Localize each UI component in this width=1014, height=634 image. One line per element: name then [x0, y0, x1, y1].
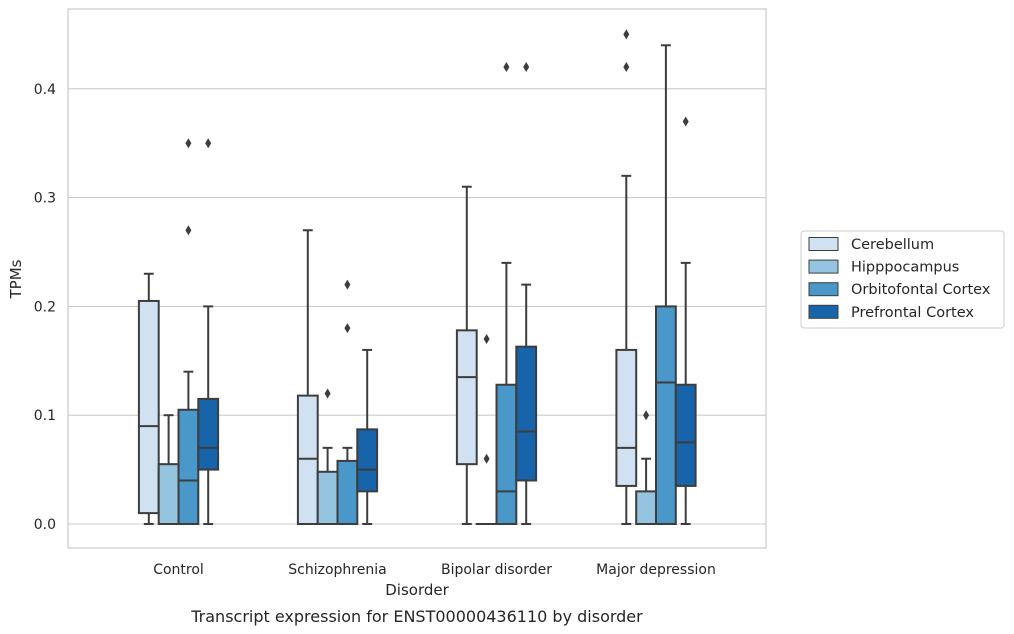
outlier-point	[344, 323, 351, 334]
legend-swatch	[808, 282, 839, 297]
y-tick-label: 0.1	[34, 408, 56, 424]
box-body	[635, 490, 658, 525]
box-cerebellum	[296, 229, 319, 525]
box-body	[356, 428, 379, 493]
y-tick-label: 0.3	[34, 191, 56, 207]
box-body	[495, 383, 518, 525]
box-hipppocampus	[475, 334, 498, 526]
box-orbitofontal-cortex	[495, 62, 518, 525]
x-axis-title: Disorder	[385, 581, 449, 599]
legend-label: Cerebellum	[851, 237, 934, 253]
x-tick-label: Bipolar disorder	[441, 562, 552, 578]
box-body	[455, 329, 478, 466]
outlier-point	[205, 138, 212, 149]
legend-frame	[800, 230, 1005, 329]
outlier-point	[324, 388, 331, 399]
outlier-point	[623, 62, 630, 73]
y-tick-label: 0.2	[34, 299, 56, 315]
legend-swatch	[808, 237, 839, 251]
legend-label: Prefrontal Cortex	[851, 305, 974, 321]
x-tick-labels: Control Schizophrenia Bipolar disorder Majo…	[153, 562, 716, 578]
legend-swatch	[808, 304, 839, 319]
outlier-point	[344, 279, 351, 290]
y-tick-label: 0.0	[34, 517, 56, 533]
box-body	[197, 397, 220, 471]
chart-caption: Transcript expression for ENST0000043611…	[190, 607, 643, 626]
outlier-point	[523, 62, 530, 73]
box-prefrontal-cortex	[356, 348, 379, 525]
box-prefrontal-cortex	[197, 138, 220, 525]
y-tick-label: 0.4	[34, 82, 56, 98]
box-body	[316, 470, 339, 525]
box-body	[615, 348, 638, 487]
legend: Cerebellum Hipppocampus Orbitofontal Corte…	[800, 230, 1005, 329]
boxes	[137, 29, 697, 526]
outlier-point	[503, 62, 510, 73]
box-body	[296, 394, 319, 525]
box-orbitofontal-cortex	[655, 44, 677, 525]
outlier-point	[185, 225, 192, 236]
x-tick-label: Control	[153, 562, 204, 578]
box-orbitofontal-cortex	[177, 138, 200, 526]
plot-area-frame	[67, 8, 767, 549]
box-body	[515, 345, 538, 482]
box-orbitofontal-cortex	[336, 279, 359, 525]
box-body	[674, 383, 697, 487]
outlier-point	[483, 334, 490, 345]
x-tick-label: Major depression	[596, 562, 716, 578]
box-cerebellum	[455, 185, 478, 525]
legend-swatch	[808, 259, 839, 274]
box-cerebellum	[615, 29, 638, 525]
outlier-point	[623, 29, 630, 40]
y-axis-title: TPMs	[7, 259, 25, 299]
box-body	[177, 408, 200, 526]
outlier-point	[682, 116, 689, 127]
legend-label: Hipppocampus	[851, 260, 959, 276]
outlier-point	[185, 138, 192, 149]
outlier-point	[483, 453, 490, 464]
x-tick-label: Schizophrenia	[288, 562, 386, 578]
y-tick-labels: 0.0 0.1 0.2 0.3 0.4	[34, 82, 56, 533]
box-body	[336, 459, 359, 525]
box-hipppocampus	[316, 388, 339, 525]
box-cerebellum	[137, 272, 160, 525]
legend-label: Orbitofontal Cortex	[851, 282, 991, 298]
box-body	[157, 463, 180, 526]
box-body	[655, 305, 677, 525]
box-body	[137, 299, 160, 515]
box-prefrontal-cortex	[674, 116, 697, 525]
box-hipppocampus	[157, 414, 180, 526]
box-hipppocampus	[635, 410, 658, 525]
outlier-point	[643, 410, 650, 421]
box-prefrontal-cortex	[515, 62, 538, 525]
